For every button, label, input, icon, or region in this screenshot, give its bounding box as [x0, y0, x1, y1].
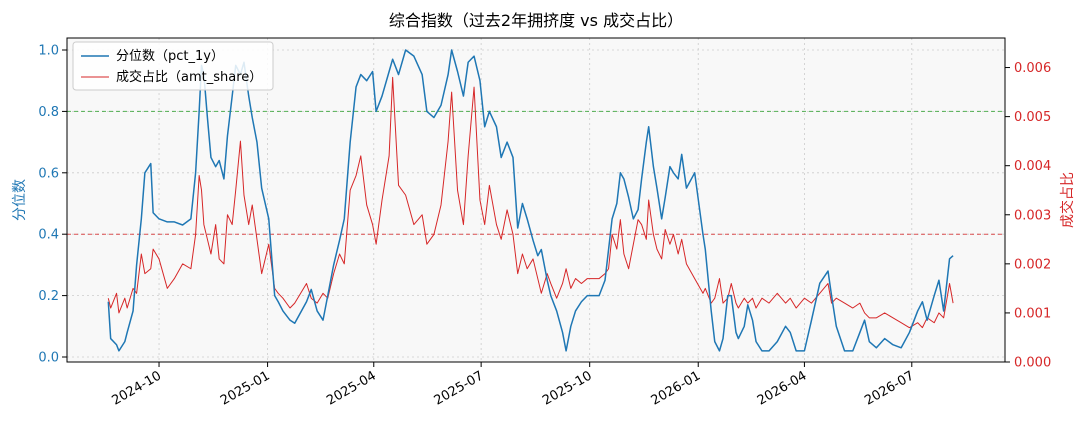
- left-axis-ticks: 0.0 0.2 0.4 0.6 0.8 1.0: [38, 44, 67, 366]
- x-tick-label: 2024-10: [109, 368, 164, 408]
- left-tick-label: 0.0: [38, 351, 59, 366]
- plot-frame: [66, 37, 1006, 363]
- x-tick-label: 2026-01: [649, 368, 704, 408]
- legend-label-pct: 分位数（pct_1y）: [116, 49, 224, 64]
- x-tick-label: 2026-04: [755, 368, 810, 408]
- x-tick-label: 2025-01: [218, 368, 273, 408]
- right-axis-ticks: 0.000 0.001 0.002 0.003 0.004 0.005 0.006: [1005, 61, 1051, 371]
- chart-title: 综合指数（过去2年拥挤度 vs 成交占比）: [389, 11, 683, 30]
- left-tick-label: 1.0: [38, 44, 59, 59]
- series-line-pct: [107, 49, 954, 352]
- legend-box: [72, 41, 274, 91]
- series-layer: [107, 49, 954, 352]
- legend: 分位数（pct_1y） 成交占比（amt_share）: [72, 41, 274, 91]
- right-tick-label: 0.005: [1014, 110, 1051, 125]
- legend-label-share: 成交占比（amt_share）: [116, 69, 262, 85]
- left-tick-label: 0.2: [38, 289, 59, 304]
- x-axis-ticks: 2024-10 2025-01 2025-04 2025-07 2025-10 2026-…: [109, 362, 917, 409]
- left-tick-label: 0.8: [38, 105, 59, 120]
- right-tick-label: 0.006: [1014, 61, 1051, 76]
- y-axis-left-label: 分位数: [12, 179, 28, 221]
- series-line-share: [107, 76, 954, 329]
- right-tick-label: 0.004: [1014, 159, 1051, 174]
- right-tick-label: 0.003: [1014, 208, 1051, 223]
- x-tick-label: 2025-10: [540, 368, 595, 408]
- right-tick-label: 0.000: [1014, 356, 1051, 371]
- x-tick-label: 2025-04: [324, 368, 379, 408]
- left-tick-label: 0.4: [38, 228, 59, 243]
- reference-lines: [67, 110, 1005, 235]
- right-tick-label: 0.001: [1014, 306, 1051, 321]
- right-tick-label: 0.002: [1014, 257, 1051, 272]
- x-tick-label: 2026-07: [862, 368, 917, 408]
- left-tick-label: 0.6: [38, 166, 59, 181]
- y-axis-right-label: 成交占比: [1059, 172, 1076, 228]
- plot-background: [67, 38, 1005, 362]
- x-tick-label: 2025-07: [432, 368, 487, 408]
